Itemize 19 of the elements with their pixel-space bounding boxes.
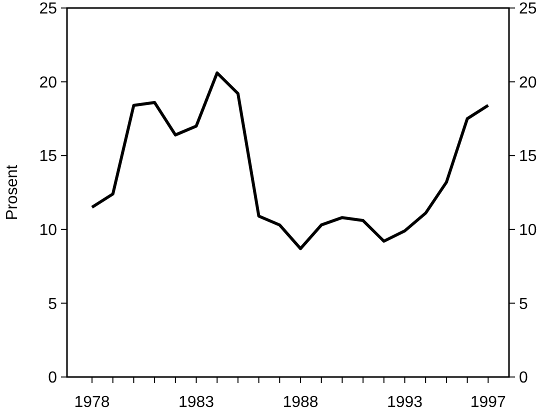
y2-tick-label: 25: [519, 0, 537, 18]
y2-tick-label: 0: [519, 370, 528, 387]
y-tick-label: 15: [39, 148, 58, 166]
x-tick-label: 1978: [74, 394, 110, 411]
y2-tick-label: 10: [519, 222, 537, 239]
x-tick-label: 1993: [386, 394, 423, 411]
y-tick-label: 5: [48, 296, 58, 313]
line-series: [90, 71, 490, 250]
y-tick-label: 25: [39, 0, 58, 18]
y-axis-title: Prosent: [4, 164, 21, 220]
y2-tick-label: 20: [519, 74, 537, 92]
y-tick-label: 20: [39, 74, 58, 92]
y2-tick-label: 5: [519, 296, 528, 313]
x-tick-label: 1997: [470, 394, 506, 411]
x-tick-label: 1988: [282, 394, 318, 411]
y2-tick-label: 15: [519, 148, 537, 166]
y-tick-label: 10: [39, 222, 58, 239]
x-tick-label: 1983: [178, 394, 214, 411]
y-tick-label: 0: [48, 370, 58, 387]
